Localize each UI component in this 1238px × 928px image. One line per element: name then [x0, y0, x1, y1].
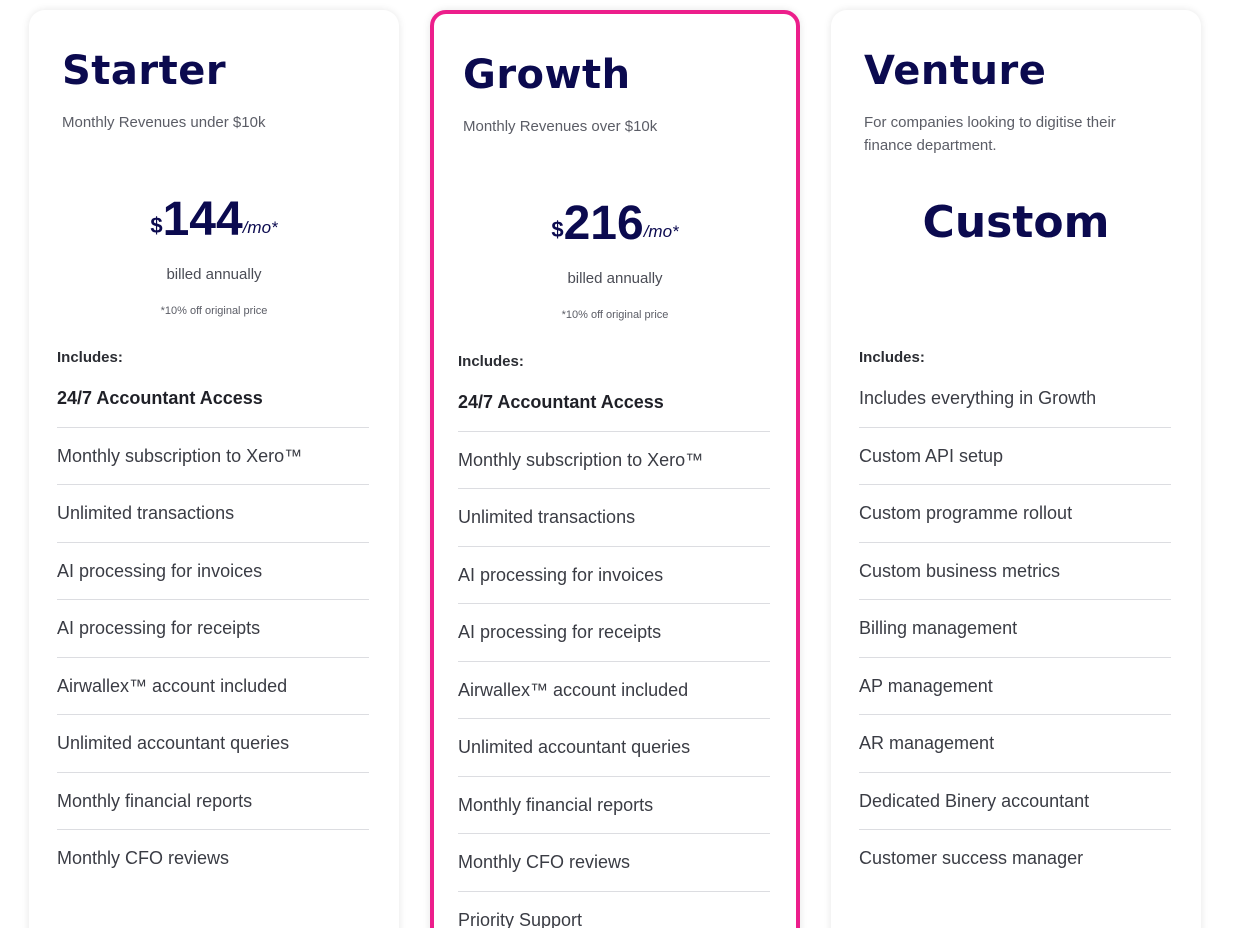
feature-item: Custom business metrics [859, 543, 1171, 600]
feature-item: Dedicated Binery accountant [859, 773, 1171, 830]
feature-list: 24/7 Accountant Access Monthly subscript… [57, 370, 369, 887]
price-currency: $ [150, 213, 163, 238]
plan-subtitle: For companies looking to digitise their … [864, 114, 1116, 154]
feature-item: Custom programme rollout [859, 485, 1171, 543]
feature-item: Unlimited transactions [458, 489, 770, 547]
feature-item: Billing management [859, 600, 1171, 658]
feature-item: Custom API setup [859, 428, 1171, 485]
feature-item: Monthly subscription to Xero™ [57, 428, 369, 485]
feature-item: Airwallex™ account included [458, 662, 770, 719]
discount-note: *10% off original price [160, 305, 268, 317]
feature-item: Unlimited accountant queries [57, 715, 369, 773]
plan-card-growth: Growth Monthly Revenues over $10k $216/m… [430, 10, 800, 928]
plan-subtitle: Monthly Revenues under $10k [62, 114, 266, 131]
feature-item: AI processing for receipts [458, 604, 770, 662]
includes-label: Includes: [57, 349, 123, 366]
feature-item: Monthly CFO reviews [458, 834, 770, 892]
plan-price: $144/mo* [29, 192, 399, 247]
feature-item: Monthly financial reports [458, 777, 770, 834]
feature-item: 24/7 Accountant Access [57, 370, 369, 428]
price-unit: /mo* [643, 222, 679, 241]
price-currency: $ [551, 217, 564, 242]
feature-list: Includes everything in Growth Custom API… [859, 370, 1171, 887]
billing-note: billed annually [166, 266, 262, 283]
plan-title: Starter [62, 48, 227, 94]
includes-label: Includes: [458, 353, 524, 370]
feature-item: AI processing for receipts [57, 600, 369, 658]
feature-item: AI processing for invoices [458, 547, 770, 604]
feature-item: AP management [859, 658, 1171, 715]
plan-price: $216/mo* [430, 196, 800, 251]
plan-subtitle: Monthly Revenues over $10k [463, 118, 658, 135]
feature-item: Unlimited transactions [57, 485, 369, 543]
feature-item: Monthly financial reports [57, 773, 369, 830]
price-amount: 144 [162, 193, 243, 246]
feature-list: 24/7 Accountant Access Monthly subscript… [458, 374, 770, 928]
plan-card-venture: Venture For companies looking to digitis… [831, 10, 1201, 928]
plan-price-custom: Custom [922, 197, 1110, 248]
price-amount: 216 [563, 197, 644, 250]
includes-label: Includes: [859, 349, 925, 366]
feature-item: AR management [859, 715, 1171, 773]
feature-item: Unlimited accountant queries [458, 719, 770, 777]
feature-item: Monthly CFO reviews [57, 848, 230, 868]
price-unit: /mo* [242, 218, 278, 237]
plan-title: Growth [463, 52, 631, 98]
feature-item: AI processing for invoices [57, 543, 369, 600]
discount-note: *10% off original price [561, 309, 669, 321]
feature-item: Monthly subscription to Xero™ [458, 432, 770, 489]
feature-item: Customer success manager [859, 848, 1084, 868]
billing-note: billed annually [567, 270, 663, 287]
feature-item: Priority Support [458, 909, 583, 928]
feature-item: 24/7 Accountant Access [458, 374, 770, 432]
feature-item: Airwallex™ account included [57, 658, 369, 715]
plan-title: Venture [864, 48, 1047, 94]
feature-item: Includes everything in Growth [859, 370, 1171, 428]
plan-card-starter: Starter Monthly Revenues under $10k $144… [29, 10, 399, 928]
